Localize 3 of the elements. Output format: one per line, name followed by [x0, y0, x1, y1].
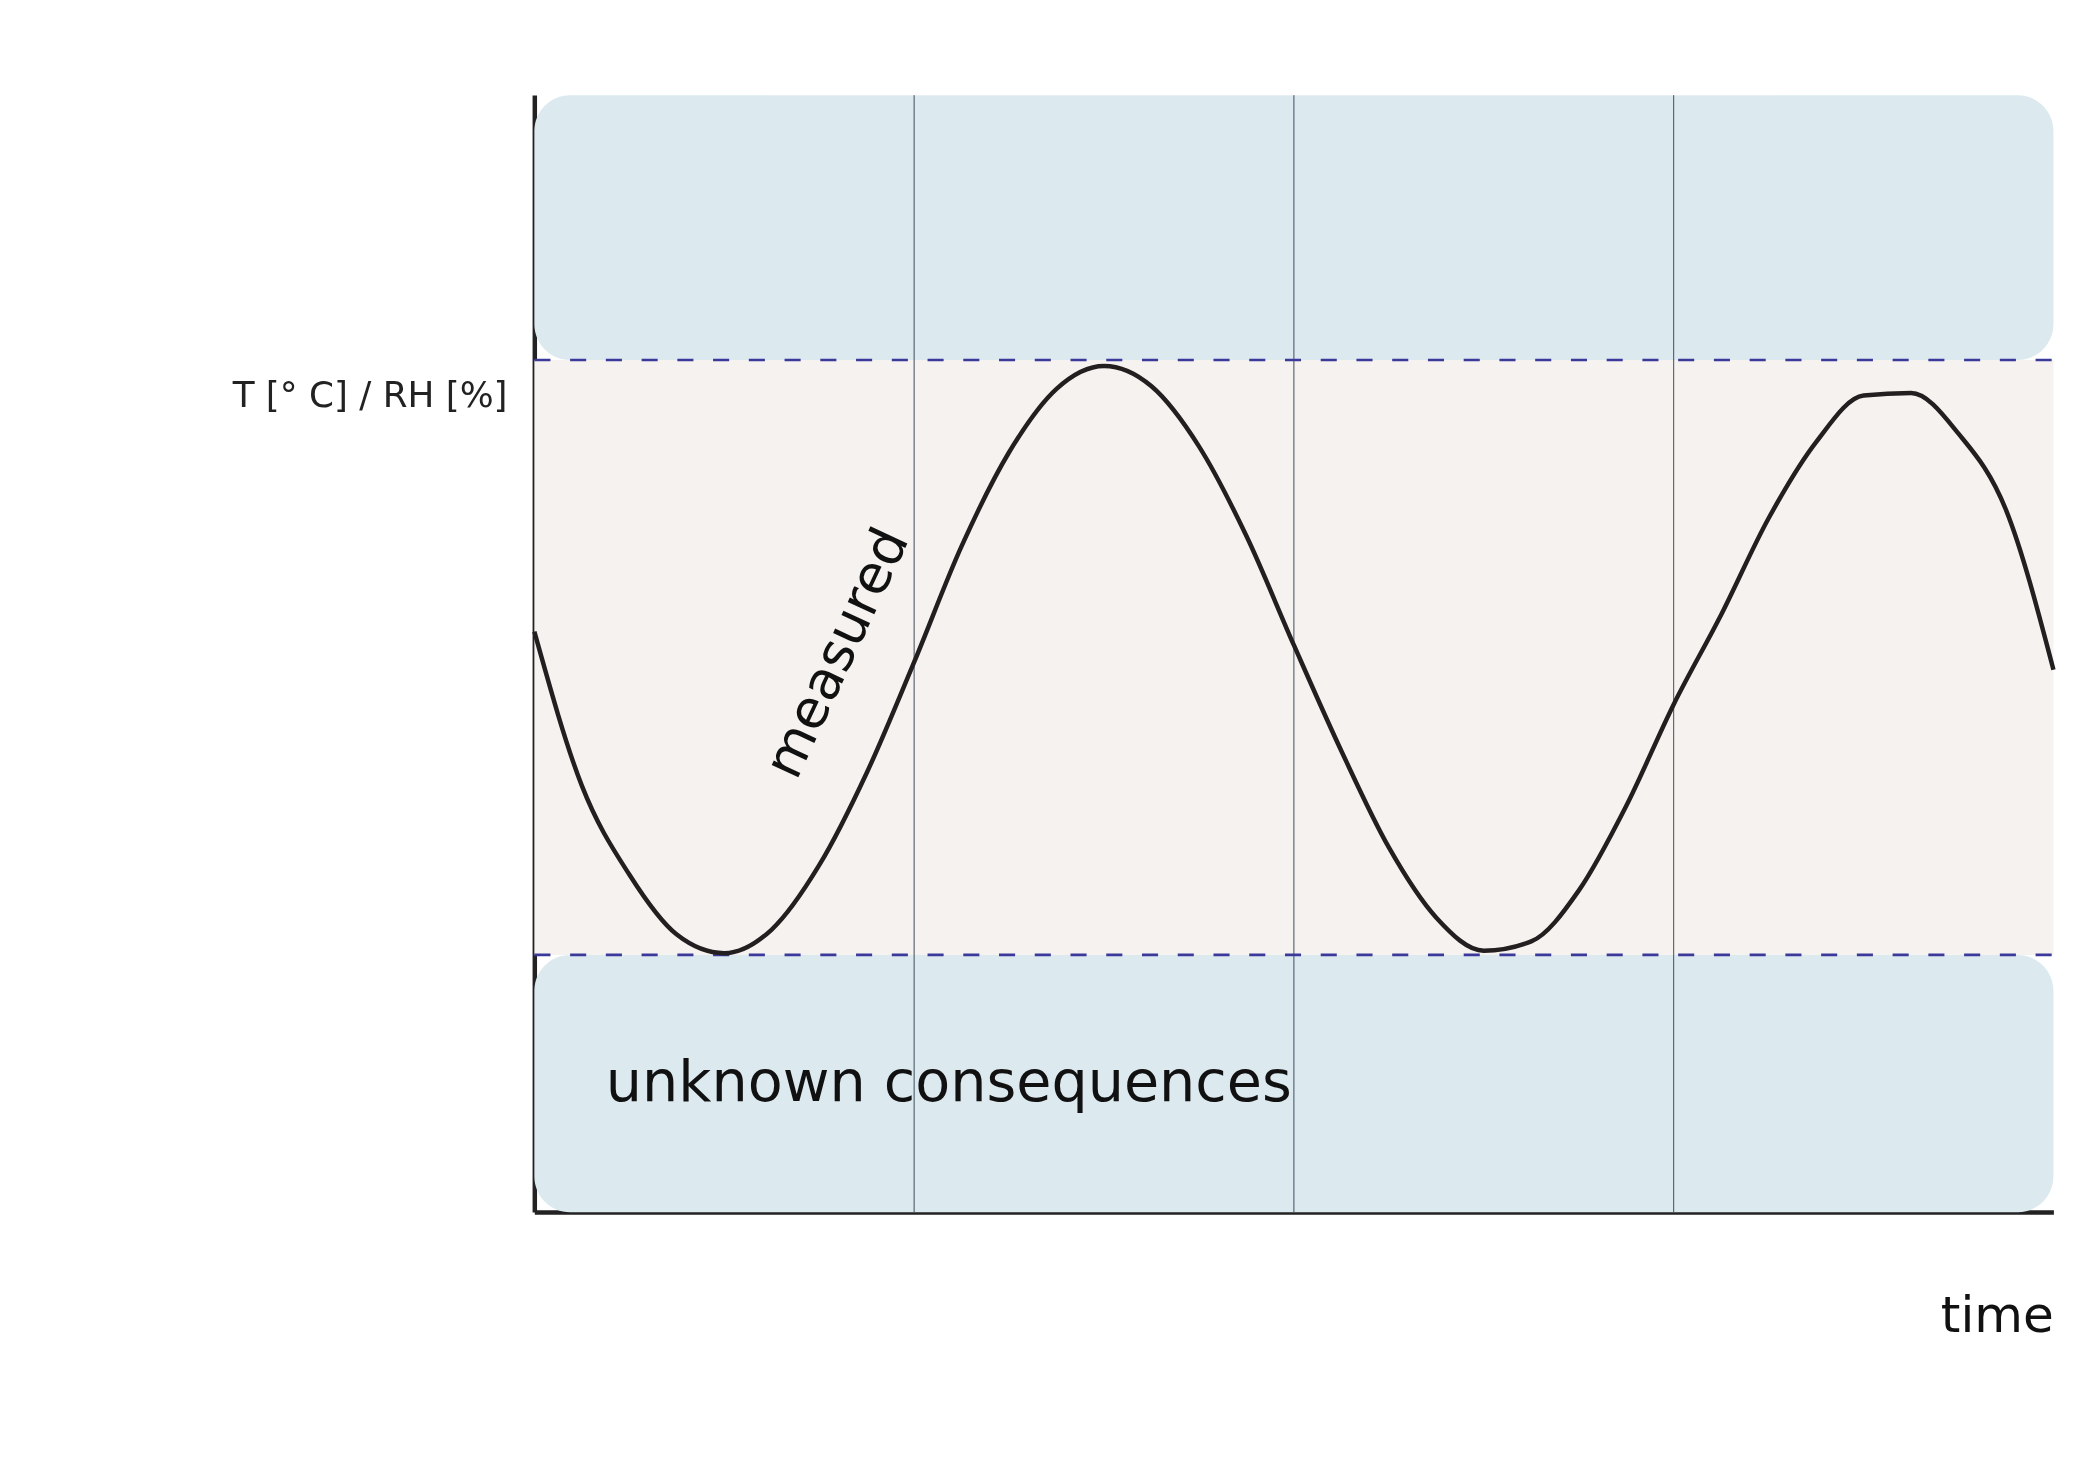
band-label: unknown consequences	[605, 1047, 1292, 1114]
x-axis-title: time	[1940, 1286, 2054, 1345]
y-axis-title: T [° C] / RH [%]	[231, 374, 508, 416]
